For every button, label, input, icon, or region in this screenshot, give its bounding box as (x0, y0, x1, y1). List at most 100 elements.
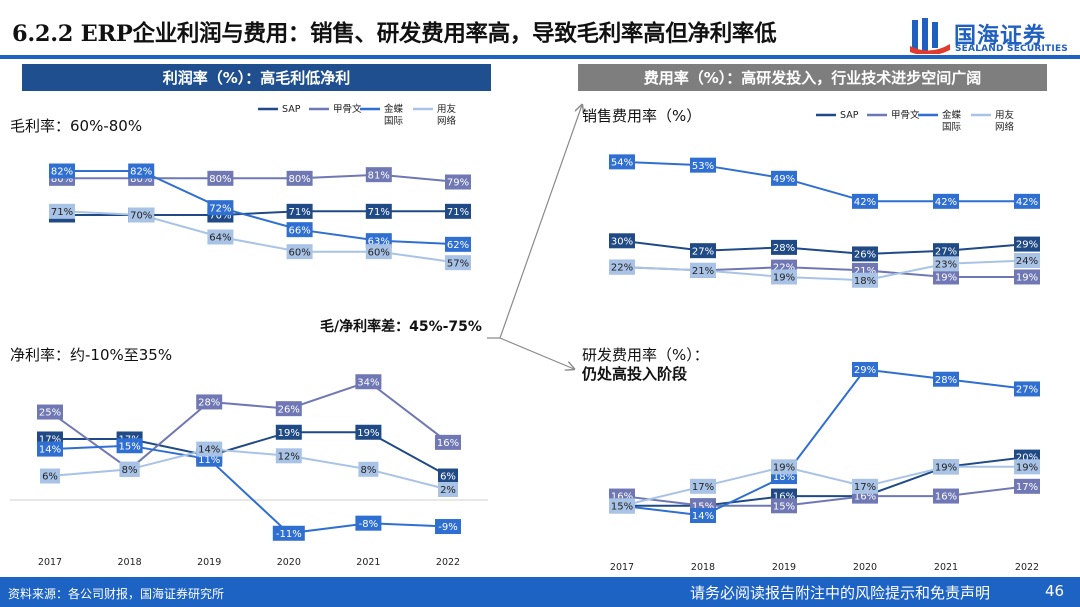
data-label: 27% (935, 246, 957, 257)
data-label-box (119, 461, 140, 477)
legend-label: 用友 (995, 109, 1015, 121)
data-label: 82% (130, 167, 152, 178)
data-label-box (445, 203, 471, 219)
data-label: 71% (368, 207, 390, 218)
series-line-rd-3 (621, 465, 1027, 507)
data-label: 28% (935, 375, 957, 386)
data-label: 30% (611, 236, 633, 247)
footer-source: 资料来源：各公司财报，国海证券研究所 (8, 587, 225, 601)
series-line-net-3 (49, 448, 449, 491)
data-label-box (365, 167, 392, 183)
data-label: 22% (611, 263, 633, 274)
data-label-box (128, 163, 155, 179)
data-label: 18% (854, 276, 876, 287)
data-label: 6% (42, 472, 58, 483)
data-label-box (933, 256, 959, 272)
data-label: 71% (288, 207, 310, 218)
chart-title-gross: 毛利率：60%-80% (10, 117, 142, 135)
data-label-box (609, 259, 635, 275)
data-label-box (609, 498, 635, 514)
data-label: 42% (854, 197, 876, 208)
data-label: 11% (198, 455, 220, 466)
series-line-net-1 (49, 380, 449, 471)
data-label-box (771, 269, 797, 285)
data-label: 16% (611, 492, 633, 503)
data-label: 57% (447, 258, 469, 269)
data-label-box (438, 468, 458, 484)
logo-english-text: SEALAND SECURITIES (955, 44, 1068, 54)
x-tick-label: 2019 (772, 562, 796, 573)
data-label-box (445, 236, 471, 252)
data-label: 34% (357, 377, 379, 388)
data-label-box (933, 269, 959, 285)
chart-sales: 销售费用率（%） 30% 27% 28% 26% 27% 29% 22% 21% 22% 21% 19… (582, 107, 1040, 288)
series-line-net-0 (50, 431, 449, 477)
data-label: 6% (440, 472, 456, 483)
legend-label: 网络 (437, 115, 457, 127)
charts-canvas: 毛/净利率差：45%-75% 毛利率：60%-80%70%70%70%71%71… (10, 0, 1040, 573)
data-label-box (1014, 478, 1040, 494)
chart-rd: 研发费用率（%）：仍处高投入阶段 2017 2018 2019 2020 2021 2022… (581, 346, 1040, 573)
data-label: 80% (51, 174, 73, 185)
data-label-box (207, 200, 234, 216)
data-label-box (690, 478, 716, 494)
data-label-box (1014, 381, 1040, 397)
data-label-box (852, 478, 878, 494)
footer-bar: 资料来源：各公司财报，国海证券研究所 请务必阅读报告附注中的风险提示和免责声明 … (0, 577, 1080, 607)
legend-label: 金蝶 (942, 109, 962, 121)
series-line-gross-3 (61, 210, 459, 264)
data-label-box (1014, 269, 1040, 285)
data-label-box (286, 203, 313, 219)
data-label: 82% (51, 167, 73, 178)
data-label: 19% (773, 273, 795, 284)
data-label: 14% (39, 445, 61, 456)
data-label-box (690, 157, 716, 173)
x-tick-label: 2019 (197, 557, 221, 568)
data-label-box (365, 203, 392, 219)
data-label: 17% (1016, 482, 1038, 493)
data-label-box (852, 272, 878, 288)
data-label: -8% (359, 519, 378, 530)
data-label: 70% (209, 211, 231, 222)
data-label: 16% (773, 492, 795, 503)
x-tick-label: 2022 (436, 557, 460, 568)
data-label: 2% (440, 485, 456, 496)
data-label: 21% (854, 266, 876, 277)
series-line-sales-0 (621, 239, 1028, 256)
data-label: 23% (935, 259, 957, 270)
series-line-gross-2 (62, 170, 459, 246)
data-label-box (37, 441, 63, 457)
data-label-box (933, 193, 959, 209)
data-label-box (286, 170, 313, 186)
data-label: 19% (1016, 273, 1038, 284)
data-label-box (207, 229, 234, 245)
legend-label: 网络 (995, 121, 1015, 133)
data-label: 16% (854, 492, 876, 503)
series-line-rd-1 (621, 485, 1028, 507)
data-label-box (438, 481, 458, 497)
data-label: 28% (198, 398, 220, 409)
data-label: 25% (39, 408, 61, 419)
data-label: 17% (39, 435, 61, 446)
data-label: 21% (692, 266, 714, 277)
series-line-net-2 (49, 444, 449, 535)
x-tick-label: 2021 (934, 562, 958, 573)
data-label-box (272, 525, 305, 541)
chart-title-net: 净利率：约-10%至35% (10, 346, 172, 364)
data-label-box (852, 361, 878, 377)
data-label: 29% (1016, 240, 1038, 251)
data-label: 66% (288, 225, 310, 236)
company-logo: 国海证券 SEALAND SECURITIES (904, 14, 1080, 58)
data-label: 27% (692, 246, 714, 257)
data-label-box (852, 193, 878, 209)
title-rule (0, 55, 1080, 59)
data-label: 62% (447, 240, 469, 251)
logo-text: 国海证券 (954, 24, 1047, 49)
data-label: 60% (368, 247, 390, 258)
data-label-box (933, 371, 959, 387)
data-label: 54% (611, 157, 633, 168)
x-tick-label: 2017 (610, 562, 634, 573)
legend-label: 金蝶 (384, 103, 404, 115)
chart-title-sales: 销售费用率（%） (582, 107, 701, 125)
data-label-box (609, 233, 635, 249)
